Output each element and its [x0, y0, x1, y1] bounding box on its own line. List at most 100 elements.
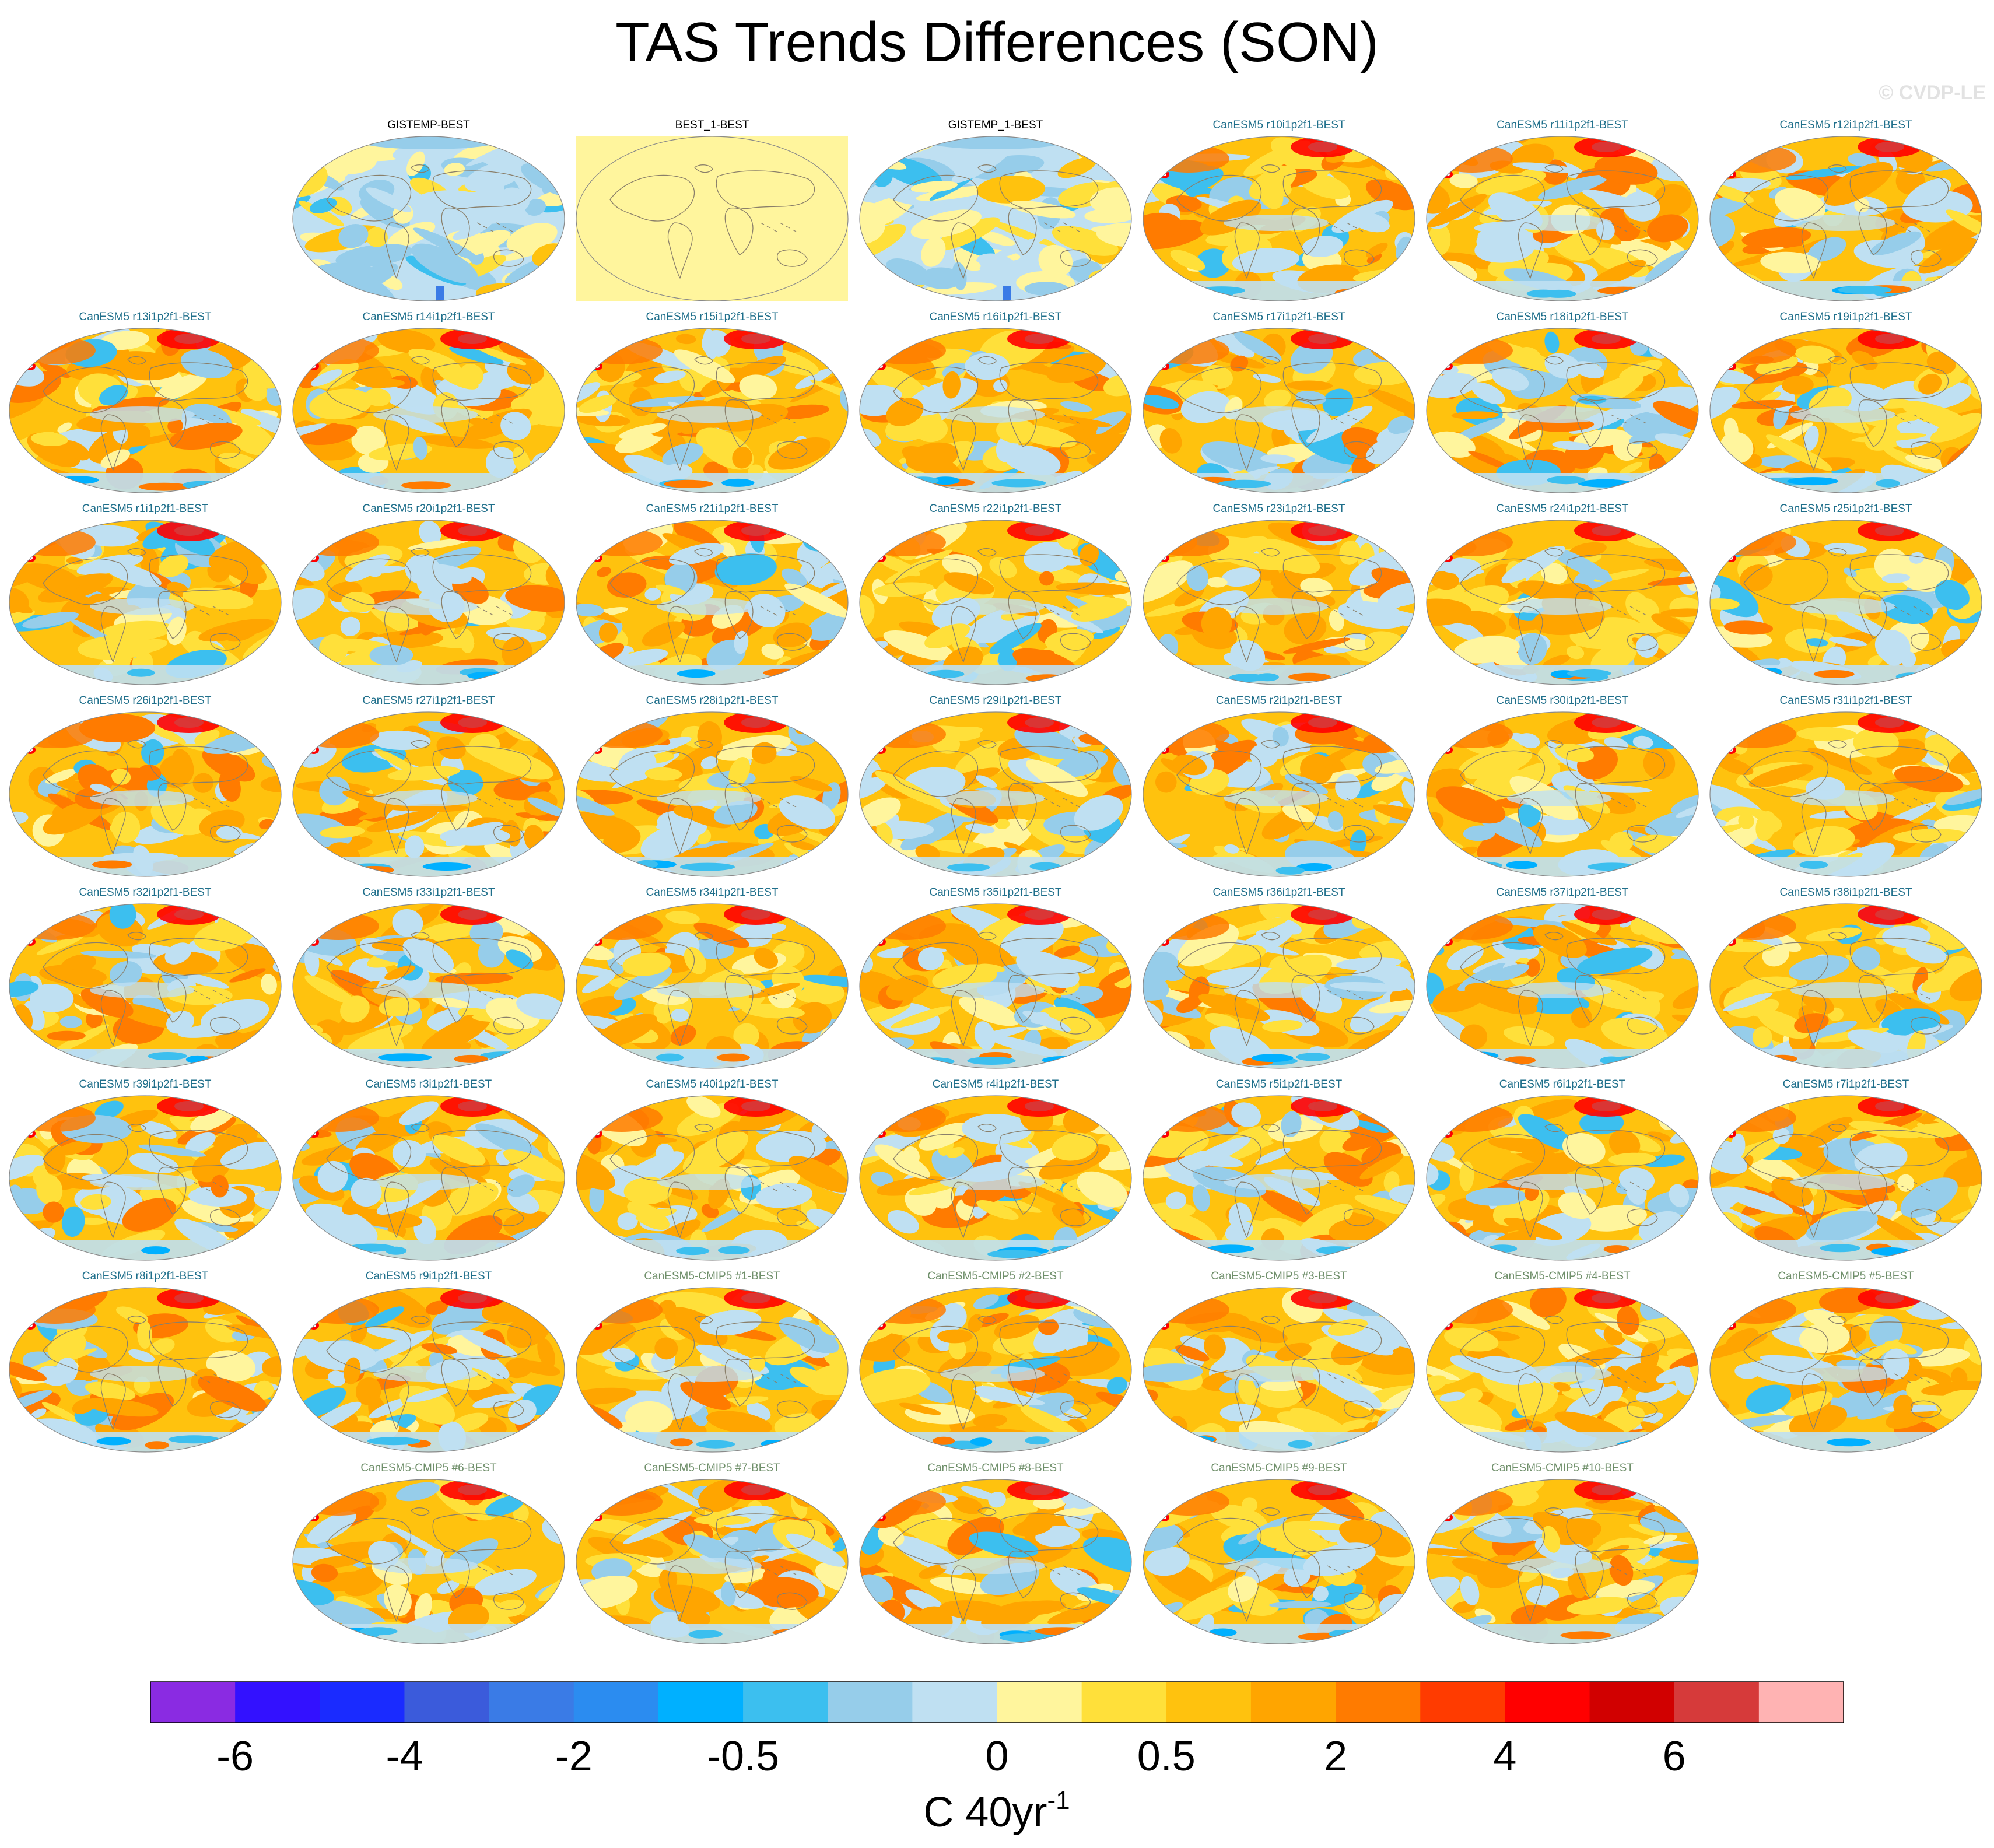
trend-map	[859, 520, 1132, 685]
trend-map	[859, 903, 1132, 1069]
trend-map	[292, 1287, 565, 1453]
map-panel-canesm5-r3i1p2f1-best: CanESM5 r3i1p2f1-BEST	[292, 1076, 566, 1263]
trend-map	[859, 328, 1132, 493]
trend-map	[1426, 520, 1699, 685]
trend-map	[292, 711, 565, 877]
panel-title: CanESM5 r19i1p2f1-BEST	[1779, 311, 1912, 323]
panel-title: CanESM5 r21i1p2f1-BEST	[646, 503, 779, 515]
panel-title: CanESM5 r24i1p2f1-BEST	[1496, 503, 1629, 515]
colorbar-swatch	[1505, 1682, 1590, 1723]
map-panel-canesm5-r37i1p2f1-best: CanESM5 r37i1p2f1-BEST	[1425, 884, 1699, 1071]
panel-title: CanESM5 r34i1p2f1-BEST	[646, 886, 779, 899]
colorbar: -6 -4 -2 -0.5 0 0.5 2 4 6 C 40yr-1	[150, 1681, 1844, 1836]
colorbar-tick-label: -6	[216, 1733, 254, 1780]
map-panel-canesm5-r28i1p2f1-best: CanESM5 r28i1p2f1-BEST	[575, 692, 849, 879]
panel-title: CanESM5 r15i1p2f1-BEST	[646, 311, 779, 323]
trend-map	[1709, 328, 1982, 493]
colorbar-swatch	[489, 1682, 574, 1723]
trend-map	[576, 711, 849, 877]
trend-map	[1709, 711, 1982, 877]
panel-title: CanESM5 r1i1p2f1-BEST	[82, 503, 209, 515]
trend-map	[1426, 1287, 1699, 1453]
map-panel-canesm5-cmip5-1-best: CanESM5-CMIP5 #1-BEST	[575, 1268, 849, 1454]
panel-title: GISTEMP-BEST	[387, 119, 470, 131]
panel-title: CanESM5 r17i1p2f1-BEST	[1212, 311, 1345, 323]
panel-title: CanESM5-CMIP5 #3-BEST	[1211, 1270, 1347, 1282]
colorbar-tick-label: -0.5	[707, 1733, 779, 1780]
trend-map	[292, 1479, 565, 1644]
trend-map	[576, 1287, 849, 1453]
trend-map	[859, 1479, 1132, 1644]
map-panel-canesm5-r32i1p2f1-best: CanESM5 r32i1p2f1-BEST	[8, 884, 282, 1071]
panel-title: CanESM5 r12i1p2f1-BEST	[1779, 119, 1912, 131]
map-panel-canesm5-r8i1p2f1-best: CanESM5 r8i1p2f1-BEST	[8, 1268, 282, 1454]
trend-map	[292, 903, 565, 1069]
map-panel-canesm5-cmip5-3-best: CanESM5-CMIP5 #3-BEST	[1142, 1268, 1416, 1454]
trend-map	[1709, 1287, 1982, 1453]
trend-map	[9, 1095, 282, 1261]
panel-title: CanESM5 r13i1p2f1-BEST	[79, 311, 212, 323]
colorbar-swatch	[1589, 1682, 1675, 1723]
trend-map	[576, 136, 849, 301]
panel-title: CanESM5 r39i1p2f1-BEST	[79, 1078, 212, 1090]
panel-title: CanESM5-CMIP5 #5-BEST	[1778, 1270, 1914, 1282]
map-panel-canesm5-cmip5-6-best: CanESM5-CMIP5 #6-BEST	[292, 1460, 566, 1646]
colorbar-swatch	[743, 1682, 828, 1723]
colorbar-outline	[150, 1681, 1844, 1723]
panel-title: CanESM5 r30i1p2f1-BEST	[1496, 695, 1629, 707]
map-panel-canesm5-r27i1p2f1-best: CanESM5 r27i1p2f1-BEST	[292, 692, 566, 879]
panel-title: CanESM5 r23i1p2f1-BEST	[1212, 503, 1345, 515]
map-panel-gistemp-best: GISTEMP-BEST	[292, 117, 566, 303]
panel-title: CanESM5-CMIP5 #2-BEST	[927, 1270, 1064, 1282]
trend-map	[859, 1095, 1132, 1261]
map-panel-canesm5-r17i1p2f1-best: CanESM5 r17i1p2f1-BEST	[1142, 308, 1416, 495]
panel-title: CanESM5 r18i1p2f1-BEST	[1496, 311, 1629, 323]
colorbar-swatch	[573, 1682, 659, 1723]
map-panel-canesm5-r4i1p2f1-best: CanESM5 r4i1p2f1-BEST	[858, 1076, 1133, 1263]
map-panel-best-1-best: BEST_1-BEST	[575, 117, 849, 303]
panel-title: CanESM5 r22i1p2f1-BEST	[929, 503, 1062, 515]
trend-map	[1709, 136, 1982, 301]
map-panel-canesm5-r31i1p2f1-best: CanESM5 r31i1p2f1-BEST	[1709, 692, 1983, 879]
panel-title: CanESM5 r31i1p2f1-BEST	[1779, 695, 1912, 707]
trend-map	[576, 520, 849, 685]
trend-map	[1143, 328, 1415, 493]
panel-title: CanESM5 r11i1p2f1-BEST	[1497, 119, 1628, 131]
map-panel-canesm5-r40i1p2f1-best: CanESM5 r40i1p2f1-BEST	[575, 1076, 849, 1263]
colorbar-unit-label: C 40yr-1	[923, 1786, 1070, 1836]
map-panel-canesm5-r7i1p2f1-best: CanESM5 r7i1p2f1-BEST	[1709, 1076, 1983, 1263]
trend-map	[1709, 1095, 1982, 1261]
colorbar-swatch	[1674, 1682, 1760, 1723]
trend-map	[9, 903, 282, 1069]
trend-map	[292, 1095, 565, 1261]
trend-map	[9, 520, 282, 685]
colorbar-swatch	[997, 1682, 1082, 1723]
panel-title: CanESM5 r27i1p2f1-BEST	[362, 695, 495, 707]
panel-title: CanESM5 r37i1p2f1-BEST	[1496, 886, 1629, 899]
panel-title: CanESM5-CMIP5 #8-BEST	[927, 1462, 1064, 1474]
trend-map	[1426, 136, 1699, 301]
panel-title: CanESM5 r5i1p2f1-BEST	[1215, 1078, 1343, 1090]
map-panel-gistemp-1-best: GISTEMP_1-BEST	[858, 117, 1133, 303]
panel-title: CanESM5 r36i1p2f1-BEST	[1212, 886, 1345, 899]
trend-map	[1143, 136, 1415, 301]
map-panel-canesm5-r14i1p2f1-best: CanESM5 r14i1p2f1-BEST	[292, 308, 566, 495]
trend-map	[1143, 903, 1415, 1069]
colorbar-swatch	[1336, 1682, 1421, 1723]
panel-title: CanESM5 r38i1p2f1-BEST	[1779, 886, 1912, 899]
map-panel-canesm5-r5i1p2f1-best: CanESM5 r5i1p2f1-BEST	[1142, 1076, 1416, 1263]
colorbar-swatch	[1420, 1682, 1505, 1723]
map-panel-canesm5-r38i1p2f1-best: CanESM5 r38i1p2f1-BEST	[1709, 884, 1983, 1071]
panel-title: CanESM5 r25i1p2f1-BEST	[1779, 503, 1912, 515]
colorbar-swatch	[912, 1682, 997, 1723]
colorbar-tick-label: 6	[1663, 1733, 1686, 1780]
map-panel-canesm5-r11i1p2f1-best: CanESM5 r11i1p2f1-BEST	[1425, 117, 1699, 303]
panel-title: CanESM5 r28i1p2f1-BEST	[646, 695, 779, 707]
colorbar-tick-label: 4	[1493, 1733, 1516, 1780]
trend-map	[1426, 711, 1699, 877]
panel-title: CanESM5 r7i1p2f1-BEST	[1782, 1078, 1909, 1090]
trend-map	[859, 1287, 1132, 1453]
colorbar-swatch	[1250, 1682, 1336, 1723]
map-panel-canesm5-cmip5-8-best: CanESM5-CMIP5 #8-BEST	[858, 1460, 1133, 1646]
map-panel-canesm5-r16i1p2f1-best: CanESM5 r16i1p2f1-BEST	[858, 308, 1133, 495]
